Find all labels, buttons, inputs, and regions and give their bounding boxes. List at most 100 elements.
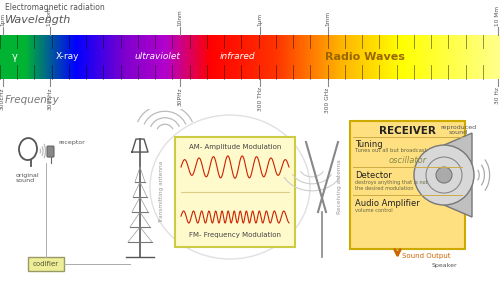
Bar <box>478 35 479 79</box>
Bar <box>8 35 9 79</box>
Bar <box>258 35 259 79</box>
Bar <box>91 35 93 79</box>
Bar <box>162 35 164 79</box>
Bar <box>266 35 268 79</box>
Bar <box>214 35 216 79</box>
Bar <box>396 35 398 79</box>
Bar <box>182 35 184 79</box>
Bar <box>284 35 286 79</box>
Bar <box>440 35 442 79</box>
Bar <box>402 35 404 79</box>
Bar <box>482 35 484 79</box>
Bar <box>50 35 52 79</box>
Bar <box>1 35 3 79</box>
Bar <box>121 35 123 79</box>
Bar <box>151 35 153 79</box>
Bar <box>275 35 277 79</box>
Bar <box>385 35 387 79</box>
Bar <box>230 35 232 79</box>
Bar <box>181 35 183 79</box>
Bar <box>238 35 240 79</box>
Bar <box>20 35 22 79</box>
Bar <box>69 35 70 79</box>
Bar <box>288 35 289 79</box>
Bar <box>34 35 35 79</box>
Bar <box>305 35 307 79</box>
Bar <box>138 35 139 79</box>
Text: 10nm: 10nm <box>178 9 182 26</box>
Bar <box>21 35 23 79</box>
Bar <box>142 35 143 79</box>
Bar <box>451 35 453 79</box>
Text: Receiving antenna: Receiving antenna <box>338 160 342 214</box>
Bar <box>165 35 167 79</box>
Bar <box>370 35 372 79</box>
Polygon shape <box>444 133 472 217</box>
Bar <box>338 35 339 79</box>
Bar <box>390 35 392 79</box>
Bar <box>206 35 208 79</box>
Text: codifier: codifier <box>33 261 59 267</box>
Bar <box>374 35 376 79</box>
Text: original: original <box>16 173 40 178</box>
Bar <box>216 35 218 79</box>
Bar <box>250 35 252 79</box>
Bar <box>246 35 248 79</box>
Bar <box>295 35 297 79</box>
Bar <box>65 35 67 79</box>
Bar <box>86 35 88 79</box>
Bar <box>29 35 30 79</box>
Bar <box>454 35 456 79</box>
Bar <box>105 35 107 79</box>
Text: X-ray: X-ray <box>56 52 79 61</box>
Bar <box>285 35 287 79</box>
Bar <box>428 35 429 79</box>
Bar <box>15 35 17 79</box>
Bar <box>486 35 488 79</box>
Bar <box>76 35 78 79</box>
Bar <box>435 35 437 79</box>
Bar <box>276 35 278 79</box>
Bar <box>184 35 186 79</box>
Bar <box>42 35 44 79</box>
Bar <box>242 35 244 79</box>
Bar <box>354 35 356 79</box>
Bar <box>14 35 16 79</box>
Bar <box>366 35 368 79</box>
Bar <box>46 35 48 79</box>
Bar <box>44 35 46 79</box>
Bar <box>458 35 459 79</box>
Bar <box>4 35 6 79</box>
Bar <box>274 35 276 79</box>
Bar <box>356 35 358 79</box>
FancyBboxPatch shape <box>350 121 465 249</box>
Bar <box>361 35 363 79</box>
Bar <box>382 35 384 79</box>
Bar <box>221 35 223 79</box>
Bar <box>425 35 427 79</box>
Bar <box>190 35 192 79</box>
Bar <box>195 35 197 79</box>
Bar <box>112 35 114 79</box>
Bar <box>156 35 158 79</box>
Bar <box>348 35 349 79</box>
Bar <box>126 35 128 79</box>
Bar <box>9 35 11 79</box>
Bar <box>196 35 198 79</box>
Bar <box>49 35 50 79</box>
Bar <box>179 35 180 79</box>
Bar <box>466 35 468 79</box>
Bar <box>465 35 467 79</box>
Bar <box>490 35 492 79</box>
Bar <box>170 35 172 79</box>
Bar <box>340 35 342 79</box>
Bar <box>168 35 169 79</box>
Bar <box>419 35 420 79</box>
Bar <box>231 35 233 79</box>
Bar <box>371 35 373 79</box>
Bar <box>186 35 188 79</box>
Bar <box>412 35 414 79</box>
Bar <box>384 35 386 79</box>
Bar <box>136 35 138 79</box>
Bar <box>6 35 8 79</box>
